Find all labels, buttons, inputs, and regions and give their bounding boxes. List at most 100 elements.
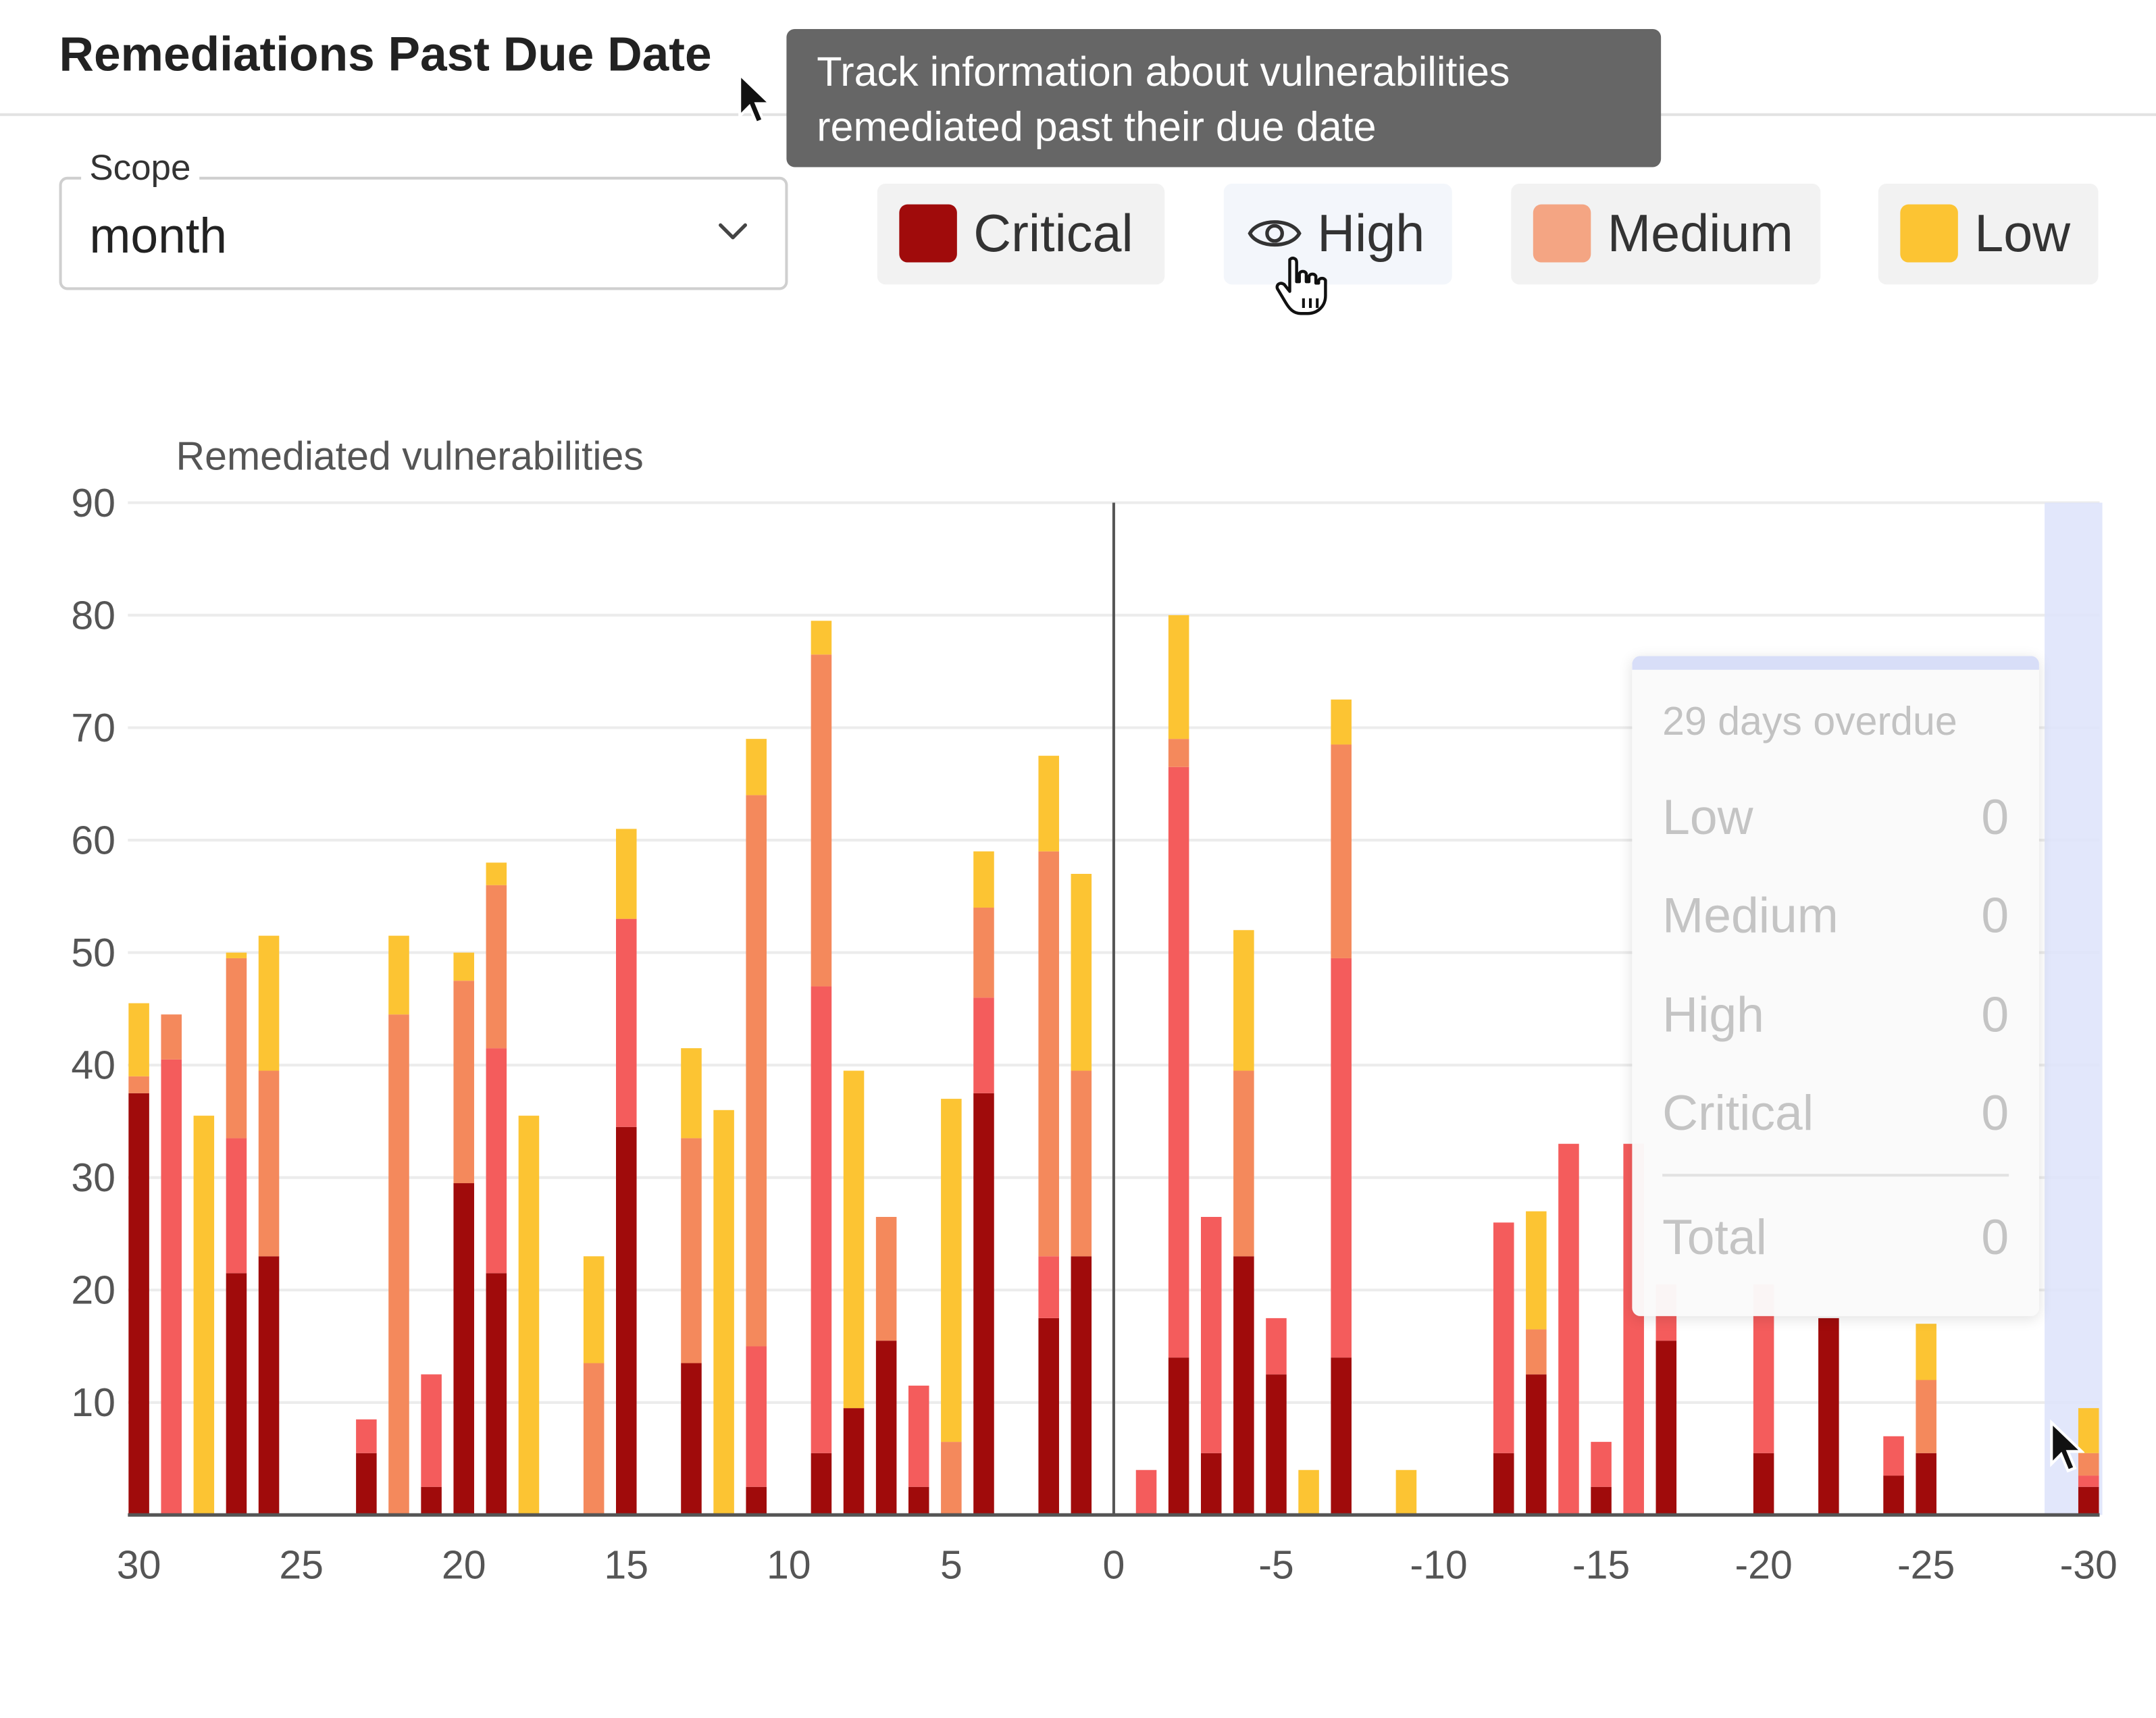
y-tick-label: 10 (71, 1380, 116, 1425)
bar-segment-critical (486, 1273, 507, 1515)
bar-segment-critical (973, 1093, 994, 1515)
bar-segment-low (811, 621, 832, 655)
legend-label-critical: Critical (973, 205, 1133, 264)
bar-segment-high (908, 1385, 929, 1487)
bar-segment-high (1266, 1318, 1287, 1375)
x-tick-label: -10 (1410, 1542, 1467, 1587)
bar-segment-medium (1916, 1380, 1936, 1453)
bar-segment-high (973, 997, 994, 1093)
bar-segment-low (1331, 699, 1352, 745)
bar-segment-low (2078, 1408, 2099, 1453)
arrow-cursor-icon (2050, 1420, 2085, 1473)
legend-swatch-medium (1533, 204, 1591, 263)
bar-segment-high (615, 918, 637, 1127)
x-tick-label: 25 (279, 1542, 324, 1587)
y-tick-label: 30 (71, 1155, 116, 1200)
bar-segment-low (486, 862, 507, 885)
y-axis-title: Remediated vulnerabilities (176, 433, 644, 478)
bar-segment-medium (1038, 851, 1059, 1257)
bar-segment-critical (1071, 1256, 1092, 1515)
y-tick-label: 90 (71, 480, 116, 525)
bar-segment-critical (811, 1453, 832, 1515)
tooltip-row-label: Medium (1662, 886, 1839, 943)
bar-segment-low (941, 1099, 962, 1442)
eye-icon (1248, 220, 1302, 246)
bar-segment-low (843, 1070, 865, 1409)
bar-segment-medium (453, 981, 474, 1184)
bar-segment-low (1395, 1469, 1417, 1515)
x-tick-label: 0 (1103, 1542, 1125, 1587)
bar-segment-medium (973, 907, 994, 998)
info-tooltip-line: Track information about vulnerabilities (817, 49, 1510, 96)
tooltip-row-value: 0 (1981, 1084, 2009, 1141)
bar-segment-high (1883, 1436, 1904, 1476)
legend-item-critical[interactable]: Critical (877, 183, 1165, 285)
y-tick-label: 70 (71, 705, 116, 750)
bar-segment-high (1135, 1469, 1157, 1515)
bars (128, 615, 2099, 1515)
bar-segment-high (1493, 1222, 1514, 1453)
hover-tooltip: 29 days overdue Low 0 Medium 0 High 0 Cr… (1632, 656, 2039, 1316)
legend-item-high[interactable]: High (1223, 183, 1452, 285)
bar-segment-critical (258, 1256, 280, 1515)
scope-select[interactable]: Scope month (59, 146, 788, 290)
bar-segment-medium (941, 1442, 962, 1515)
bar-segment-medium (1168, 739, 1189, 767)
legend-item-medium[interactable]: Medium (1511, 183, 1821, 285)
bar-segment-high (1168, 766, 1189, 1358)
bar-segment-medium (1071, 1070, 1092, 1257)
x-tick-label: 15 (604, 1542, 648, 1587)
bar-segment-low (128, 1003, 149, 1076)
bar-segment-medium (811, 654, 832, 987)
bar-segment-medium (388, 1014, 409, 1515)
bar-segment-high (161, 1059, 182, 1515)
bar-segment-low (973, 851, 994, 908)
bar-segment-high (356, 1419, 377, 1453)
bar-segment-critical (1526, 1374, 1547, 1515)
bar-segment-medium (1233, 1070, 1254, 1257)
bar-segment-critical (1656, 1340, 1677, 1515)
bar-segment-low (1168, 615, 1189, 739)
bar-segment-medium (746, 795, 767, 1347)
bar-segment-high (2078, 1476, 2099, 1487)
legend-item-low[interactable]: Low (1878, 183, 2099, 285)
bar-segment-high (1591, 1442, 1612, 1487)
bar-segment-critical (843, 1408, 865, 1515)
bar-segment-critical (1331, 1357, 1352, 1515)
bar-segment-critical (1168, 1357, 1189, 1515)
bar-segment-critical (1493, 1453, 1514, 1515)
bar-segment-high (486, 1048, 507, 1274)
bar-segment-critical (2078, 1486, 2099, 1515)
chevron-down-icon (719, 223, 747, 240)
bar-segment-low (453, 952, 474, 981)
x-tick-label: -20 (1735, 1542, 1792, 1587)
legend-swatch-critical (899, 204, 957, 263)
y-tick-label: 20 (71, 1268, 116, 1313)
bar-segment-low (615, 829, 637, 919)
bar-segment-low (1233, 930, 1254, 1071)
y-tick-label: 50 (71, 930, 116, 975)
arrow-cursor-icon (738, 72, 773, 125)
bar-segment-high (421, 1374, 442, 1487)
bar-segment-critical (1753, 1453, 1774, 1515)
bar-segment-medium (258, 1070, 280, 1257)
bar-segment-medium (681, 1138, 702, 1363)
scope-value: month (89, 207, 228, 264)
bar-segment-critical (875, 1340, 897, 1515)
bar-segment-medium (128, 1076, 149, 1093)
tooltip-row-label: Low (1662, 788, 1753, 845)
tooltip-divider (1662, 1174, 2009, 1177)
x-tick-label: 5 (940, 1542, 962, 1587)
bar-segment-high (1331, 958, 1352, 1358)
x-tick-label: -15 (1572, 1542, 1630, 1587)
bar-segment-low (193, 1116, 215, 1515)
bar-segment-low (713, 1110, 734, 1515)
tooltip-row-critical: Critical 0 (1662, 1084, 2009, 1145)
x-tick-label: 20 (442, 1542, 486, 1587)
bar-segment-high (811, 986, 832, 1453)
bar-segment-low (1071, 874, 1092, 1071)
bar-segment-low (1526, 1211, 1547, 1330)
bar-segment-medium (226, 958, 247, 1139)
info-tooltip-line: remediated past their due date (817, 105, 1377, 151)
